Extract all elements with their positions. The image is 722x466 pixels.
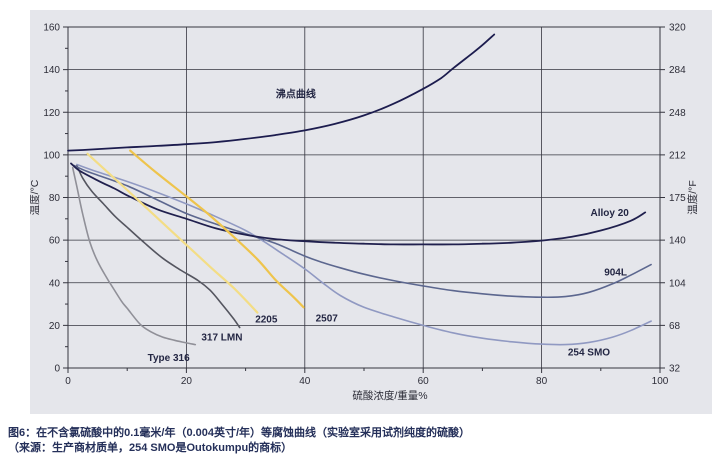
caption-line-2: （来源：生产商材质单，254 SMO是Outokumpu的商标） — [8, 442, 293, 454]
2507-curve — [129, 149, 305, 309]
y-left-tick-label-120: 120 — [43, 108, 60, 119]
curves — [67, 33, 652, 346]
label-254-smo: 254 SMO — [568, 348, 610, 359]
label-2205: 2205 — [255, 314, 278, 325]
x-tick-label-100: 100 — [652, 376, 669, 387]
panel-background — [30, 10, 712, 414]
904l-curve — [73, 164, 652, 299]
label-2507: 2507 — [316, 313, 339, 324]
type-316-curve — [71, 166, 197, 346]
y-right-tick-label-32: 32 — [669, 364, 681, 375]
label-317-lmn: 317 LMN — [201, 333, 242, 344]
y-left-tick-label-60: 60 — [49, 236, 61, 247]
x-tick-label-20: 20 — [181, 376, 193, 387]
x-tick-label-0: 0 — [65, 376, 71, 387]
y-left-tick-label-40: 40 — [49, 278, 61, 289]
y-left-tick-label-100: 100 — [43, 150, 60, 161]
254-smo-curve — [76, 163, 652, 346]
axes: 0 32 20 68 40 104 60 140 80 175 100 212 120 248 140 284… — [28, 23, 699, 403]
label-alloy-20: Alloy 20 — [591, 208, 630, 219]
plot-border — [67, 26, 661, 369]
x-tick-label-60: 60 — [418, 376, 430, 387]
y-right-tick-label-284: 284 — [669, 65, 686, 76]
label-904l: 904L — [604, 268, 627, 279]
2205-curve — [86, 152, 259, 314]
alloy-20-curve — [70, 162, 647, 246]
figure-caption: 图6：在不含氯硫酸中的0.1毫米/年（0.004英寸/年）等腐蚀曲线（实验室采用… — [8, 426, 470, 456]
boiling-point-curve-curve — [67, 33, 496, 152]
y-right-tick-label-212: 212 — [669, 150, 686, 161]
x-axis-title: 硫酸浓度/重量% — [352, 389, 427, 402]
iso-corrosion-chart: 0 32 20 68 40 104 60 140 80 175 100 212 120 248 140 284… — [28, 10, 712, 414]
label-type-316: Type 316 — [148, 353, 190, 364]
y-axis-title-right: 温度/°F — [686, 180, 699, 215]
y-left-tick-label-0: 0 — [54, 364, 60, 375]
y-left-tick-label-140: 140 — [43, 65, 60, 76]
caption-line-1: 图6：在不含氯硫酸中的0.1毫米/年（0.004英寸/年）等腐蚀曲线（实验室采用… — [8, 427, 471, 439]
y-right-tick-label-68: 68 — [669, 321, 681, 332]
317-lmn-curve — [76, 164, 241, 329]
label-boiling-point-curve: 沸点曲线 — [276, 88, 316, 101]
y-right-tick-label-320: 320 — [669, 23, 686, 34]
x-tick-label-40: 40 — [299, 376, 311, 387]
y-axis-title-left: 温度/°C — [30, 179, 41, 215]
y-right-tick-label-175: 175 — [669, 193, 686, 204]
y-right-tick-label-140: 140 — [669, 236, 686, 247]
curve-labels: Type 316 317 LMN 254 SMO 904L Alloy 20 2205 25… — [148, 88, 630, 364]
y-right-tick-label-104: 104 — [669, 278, 686, 289]
chart-panel: 0 32 20 68 40 104 60 140 80 175 100 212 120 248 140 284… — [28, 10, 712, 414]
y-right-tick-label-248: 248 — [669, 108, 686, 119]
x-tick-label-80: 80 — [536, 376, 548, 387]
y-left-tick-label-160: 160 — [43, 23, 60, 34]
y-left-tick-label-80: 80 — [49, 193, 61, 204]
y-left-tick-label-20: 20 — [49, 321, 61, 332]
